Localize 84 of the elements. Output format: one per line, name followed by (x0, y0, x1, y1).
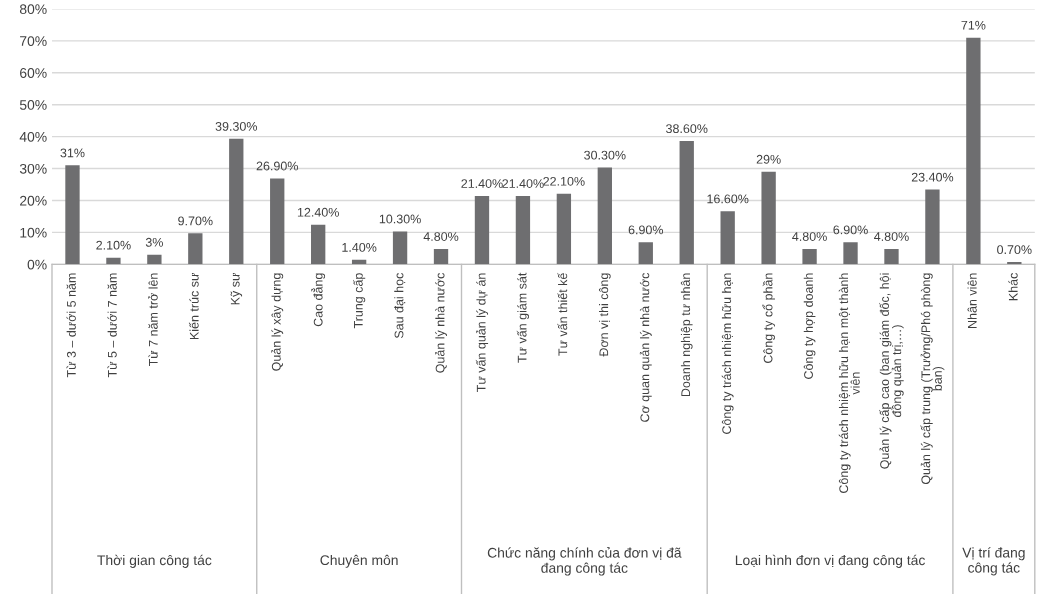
x-tick-label: Công ty trách nhiệm hữu hạn (721, 273, 734, 434)
bar (188, 233, 203, 265)
data-label: 71% (961, 20, 986, 30)
data-label: 16.60% (707, 194, 749, 204)
x-tick-label: Từ 5 – dưới 7 năm (107, 273, 117, 378)
data-label: 29% (756, 154, 781, 164)
bar (597, 167, 612, 265)
data-label: 31% (60, 148, 85, 158)
y-tick-label: 10% (20, 227, 47, 238)
x-tick-label: Trung cấp (353, 273, 366, 329)
text: Loại hình đơn vị đang công tác (735, 554, 925, 568)
bar (515, 196, 531, 265)
data-label: 38.60% (666, 124, 708, 134)
data-label: 30.30% (584, 150, 626, 160)
x-tick-label: Từ 7 năm trở lên (148, 273, 158, 367)
bar (843, 242, 858, 265)
bar (556, 193, 572, 265)
y-tick-label: 0% (27, 259, 47, 270)
x-tick-label: Khác (1008, 272, 1018, 301)
bar (925, 189, 940, 265)
bar (433, 249, 449, 265)
data-label: 9.70% (178, 216, 213, 226)
data-label: 12.40% (297, 207, 339, 217)
x-tick-label: Tư vấn thiết kế (557, 272, 568, 356)
bar (147, 254, 162, 265)
data-label: 4.80% (874, 232, 909, 241)
x-tick-label: Tư vấn giám sát (516, 272, 530, 363)
data-label: 26.90% (256, 161, 298, 171)
x-tick-label: Công ty cổ phần (762, 273, 775, 364)
y-tick-label: 40% (19, 131, 47, 142)
y-tick-label: 70% (20, 36, 47, 47)
x-tick-label: Kỹ sư (230, 273, 243, 305)
y-tick-label: 20% (20, 195, 47, 206)
x-tick-label: Tư vấn quản lý dự án (475, 273, 489, 392)
data-label: 22.10% (543, 176, 585, 186)
text: Chức năng chính của đơn vị đã đang công tác (487, 547, 682, 576)
x-tick-label: Sau đại học (394, 272, 406, 339)
bar (229, 138, 244, 265)
text: Vị trí đang công tác (962, 547, 1025, 576)
data-label: 2.10% (96, 240, 131, 250)
x-tick-label: Quản lý cấp cao (ban giám đốc, hội đồng quản trị,…) (879, 273, 904, 469)
data-label: 6.90% (628, 225, 664, 235)
bar (106, 257, 121, 265)
x-tick-label: Doanh nghiệp tư nhân (680, 273, 693, 397)
x-tick-label: Công ty trách nhiệm hữu hạn một thành viên (838, 273, 860, 494)
bar (65, 165, 80, 265)
data-label: 1.40% (342, 242, 377, 252)
data-label: 23.40% (911, 172, 954, 182)
bar (474, 196, 490, 265)
bar (679, 141, 694, 265)
bar (392, 231, 408, 265)
text: Chuyên môn (320, 554, 398, 568)
bar (270, 178, 285, 265)
bar (802, 249, 817, 265)
bar (966, 37, 981, 265)
text: Thời gian công tác (97, 554, 212, 568)
data-label: 4.80% (423, 232, 459, 241)
x-tick-label: Kiến trúc sư (188, 273, 199, 340)
y-tick-label: 50% (19, 100, 47, 110)
bar (311, 224, 326, 265)
x-tick-label: Đơn vị thi công (598, 273, 611, 357)
x-tick-label: Cơ quan quản lý nhà nước (639, 272, 652, 422)
data-label: 21.40% (461, 179, 503, 188)
x-tick-label: Nhân viên (967, 273, 977, 328)
y-tick-label: 30% (19, 163, 47, 174)
data-label: 10.30% (379, 214, 421, 224)
bar (761, 171, 776, 265)
y-tick-label: 80% (19, 4, 47, 15)
data-label: 39.30% (215, 121, 258, 131)
x-tick-label: Cao đẳng (311, 273, 326, 327)
data-label: 21.40% (502, 179, 544, 188)
data-label: 4.80% (792, 232, 827, 241)
data-label: 3% (145, 237, 163, 247)
x-tick-label: Quản lý xây dựng (271, 273, 284, 371)
x-tick-label: Quản lý cấp trung (Trưởng/Phó phòng ban) (920, 273, 945, 485)
bar (720, 211, 735, 265)
bar (884, 249, 899, 265)
x-tick-label: Công ty hợp doanh (803, 273, 816, 379)
y-tick-label: 60% (20, 68, 47, 78)
data-label: 0.70% (997, 245, 1032, 255)
x-tick-label: Từ 3 – dưới 5 năm (66, 273, 76, 378)
x-tick-label: Quản lý nhà nước (435, 272, 447, 373)
bar (638, 242, 653, 265)
data-label: 6.90% (833, 225, 868, 235)
